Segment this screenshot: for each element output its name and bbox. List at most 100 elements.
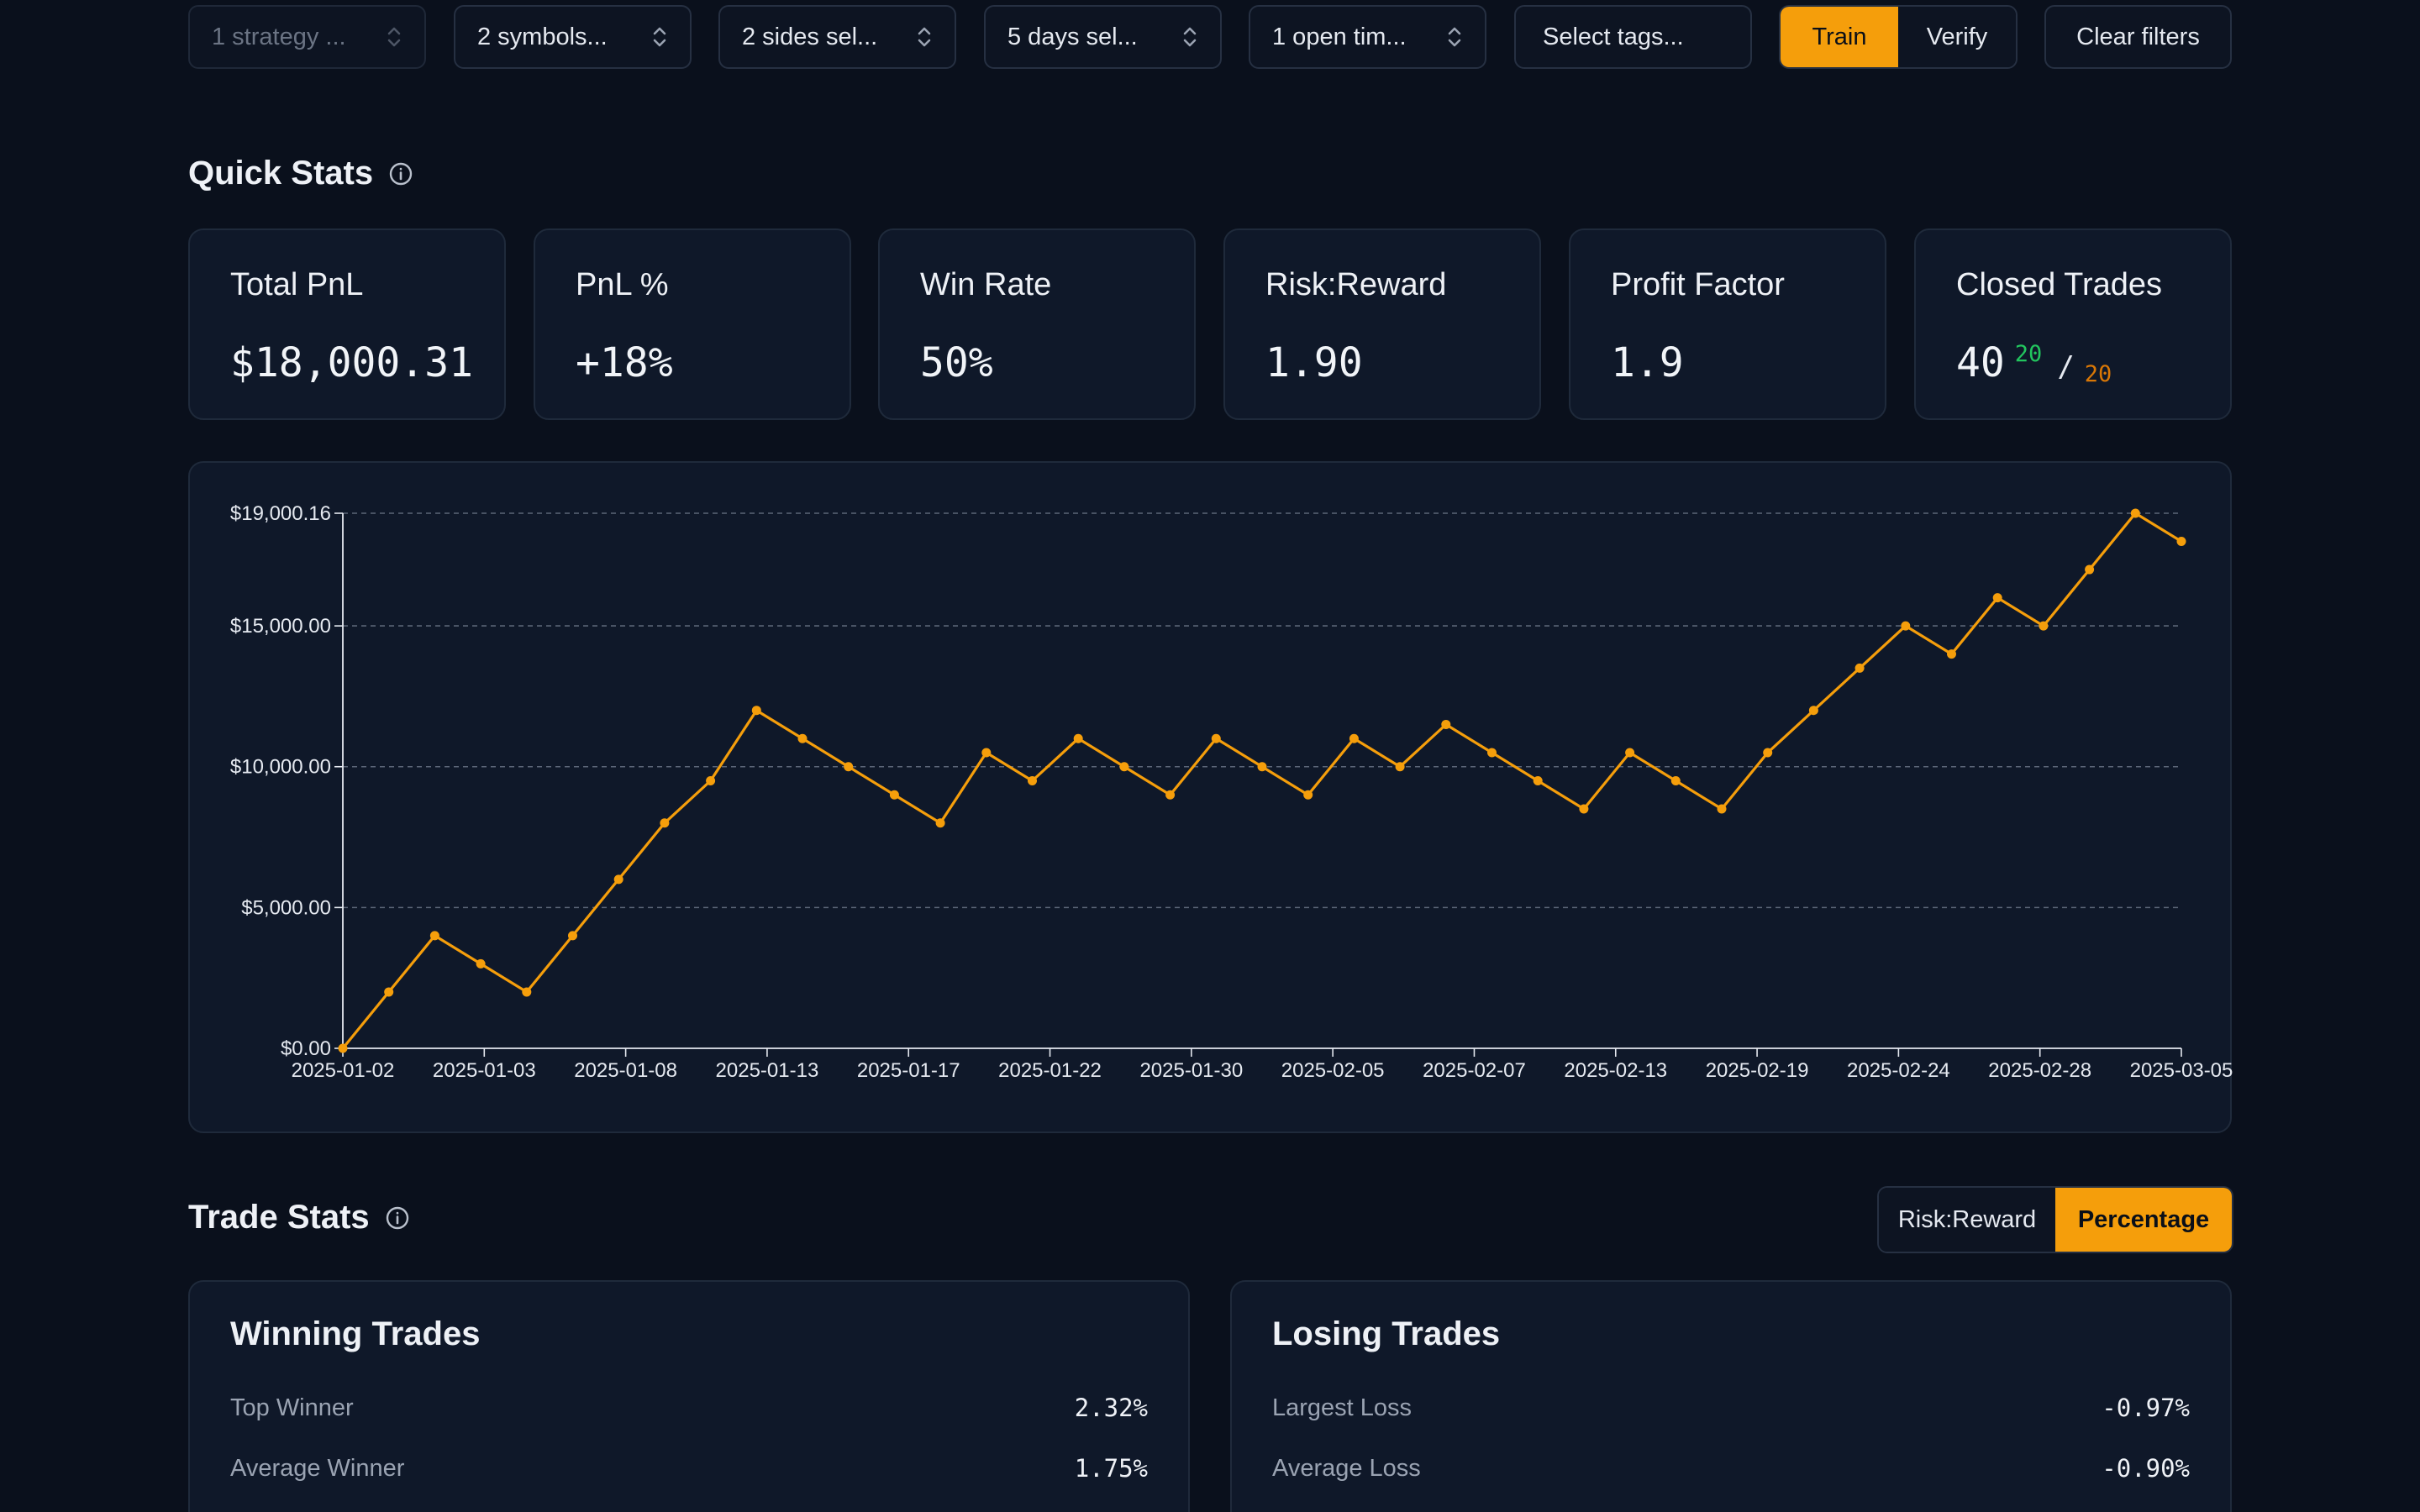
data-point: [1165, 790, 1176, 800]
data-point: [935, 818, 945, 828]
data-point: [1211, 733, 1221, 743]
stat-label: Profit Factor: [1611, 267, 1785, 302]
stat-row-label: Top Winner: [230, 1394, 354, 1421]
stat-card-risk-reward: Risk:Reward 1.90: [1223, 228, 1541, 420]
x-tick-label: 2025-01-22: [998, 1059, 1102, 1082]
stat-label: Risk:Reward: [1265, 267, 1447, 302]
trade-stats-title: Trade Stats: [188, 1199, 370, 1236]
tags-select-placeholder: Select tags...: [1543, 23, 1684, 50]
data-point: [1533, 776, 1543, 786]
closed-trades-count: 40: [1956, 339, 2005, 386]
data-point: [797, 733, 808, 743]
data-point: [476, 958, 486, 969]
stat-value-group: 40 20 / 20: [1956, 339, 2112, 387]
x-tick-label: 2025-01-30: [1139, 1059, 1243, 1082]
data-point: [613, 874, 623, 885]
data-point: [1763, 748, 1773, 758]
data-point: [1992, 593, 2002, 603]
stat-row: Average Loss -0.90%: [1272, 1452, 2190, 1485]
y-tick-label: $15,000.00: [230, 615, 331, 638]
data-point: [751, 706, 761, 716]
strategy-filter[interactable]: 1 strategy ...: [188, 5, 426, 69]
sides-filter[interactable]: 2 sides sel...: [718, 5, 956, 69]
stat-row-label: Average Winner: [230, 1454, 405, 1482]
y-tick-label: $10,000.00: [230, 756, 331, 779]
percentage-toggle[interactable]: Percentage: [2055, 1188, 2232, 1252]
losing-trades-count: 20: [2084, 361, 2112, 387]
trades-separator: /: [2057, 350, 2075, 384]
stat-value: +18%: [576, 339, 673, 386]
stat-row-value: -0.90%: [2102, 1454, 2190, 1483]
data-point: [1717, 804, 1727, 814]
data-point: [429, 931, 439, 941]
stat-card-win-rate: Win Rate 50%: [878, 228, 1196, 420]
x-tick-label: 2025-02-07: [1423, 1059, 1526, 1082]
y-tick-label: $0.00: [281, 1037, 331, 1060]
strategy-filter-label: 1 strategy ...: [212, 23, 346, 50]
x-tick-label: 2025-02-19: [1706, 1059, 1809, 1082]
x-tick-label: 2025-01-17: [857, 1059, 960, 1082]
quick-stats-title: Quick Stats: [188, 155, 374, 192]
tags-select[interactable]: Select tags...: [1514, 5, 1752, 69]
chevron-up-down-icon: [1448, 27, 1461, 47]
data-point: [1947, 649, 1956, 659]
data-point: [660, 818, 670, 828]
data-point: [2130, 508, 2140, 518]
data-point: [1073, 733, 1083, 743]
stat-row-value: -0.97%: [2102, 1394, 2190, 1422]
equity-chart-card: $0.00 $5,000.00 $10,000.00 $15,000.00 $19,00…: [188, 461, 2233, 1133]
losing-trades-title: Losing Trades: [1272, 1315, 1501, 1352]
x-tick-label: 2025-02-28: [1988, 1059, 2091, 1082]
stat-value: 1.90: [1265, 339, 1363, 386]
verify-button[interactable]: Verify: [1898, 7, 2016, 67]
train-button[interactable]: Train: [1781, 7, 1898, 67]
stat-row: Average Winner 1.75%: [230, 1452, 1148, 1485]
data-point: [1901, 621, 1911, 631]
y-tick-label: $19,000.16: [230, 502, 331, 525]
winning-trades-card: Winning Trades Top Winner 2.32% Average …: [188, 1280, 1190, 1512]
stat-value: $18,000.31: [230, 339, 473, 386]
stat-card-profit-factor: Profit Factor 1.9: [1569, 228, 1886, 420]
data-point: [522, 987, 532, 997]
winning-trades-count: 20: [2014, 341, 2043, 367]
symbols-filter[interactable]: 2 symbols...: [454, 5, 692, 69]
x-tick-label: 2025-01-02: [292, 1059, 395, 1082]
risk-reward-toggle[interactable]: Risk:Reward: [1879, 1188, 2055, 1252]
x-tick-label: 2025-02-24: [1847, 1059, 1950, 1082]
data-point: [1349, 733, 1359, 743]
stat-row-label: Average Loss: [1272, 1454, 1421, 1482]
stat-label: Total PnL: [230, 267, 364, 302]
data-point: [1625, 748, 1635, 758]
data-point: [1395, 762, 1405, 772]
stat-row: Largest Loss -0.97%: [1272, 1391, 2190, 1425]
data-point: [2176, 537, 2186, 547]
data-point: [981, 748, 992, 758]
open-time-filter[interactable]: 1 open tim...: [1249, 5, 1486, 69]
x-tick-label: 2025-02-05: [1281, 1059, 1385, 1082]
stat-row: Top Winner 2.32%: [230, 1391, 1148, 1425]
data-point: [1487, 748, 1497, 758]
data-point: [338, 1043, 348, 1053]
stat-card-pnl-percent: PnL % +18%: [534, 228, 851, 420]
symbols-filter-label: 2 symbols...: [477, 23, 608, 50]
x-tick-label: 2025-01-03: [433, 1059, 536, 1082]
days-filter[interactable]: 5 days sel...: [984, 5, 1222, 69]
x-tick-label: 2025-01-08: [574, 1059, 677, 1082]
stat-card-closed-trades: Closed Trades 40 20 / 20: [1914, 228, 2232, 420]
trade-stats-heading: Trade Stats: [188, 1199, 410, 1236]
chevron-up-down-icon: [1183, 27, 1197, 47]
equity-line: [341, 512, 2182, 1050]
data-point: [2085, 564, 2095, 575]
stat-label: Closed Trades: [1956, 267, 2163, 302]
data-point: [1028, 776, 1037, 786]
info-icon[interactable]: [385, 1205, 410, 1231]
stat-row-label: Largest Loss: [1272, 1394, 1413, 1421]
stat-value: 50%: [920, 339, 993, 386]
quick-stats-heading: Quick Stats: [188, 155, 413, 192]
chevron-up-down-icon: [918, 27, 931, 47]
x-tick-label: 2025-02-13: [1564, 1059, 1667, 1082]
data-point: [889, 790, 899, 800]
info-icon[interactable]: [388, 161, 413, 186]
y-tick-label: $5,000.00: [241, 896, 331, 919]
clear-filters-button[interactable]: Clear filters: [2044, 5, 2232, 69]
